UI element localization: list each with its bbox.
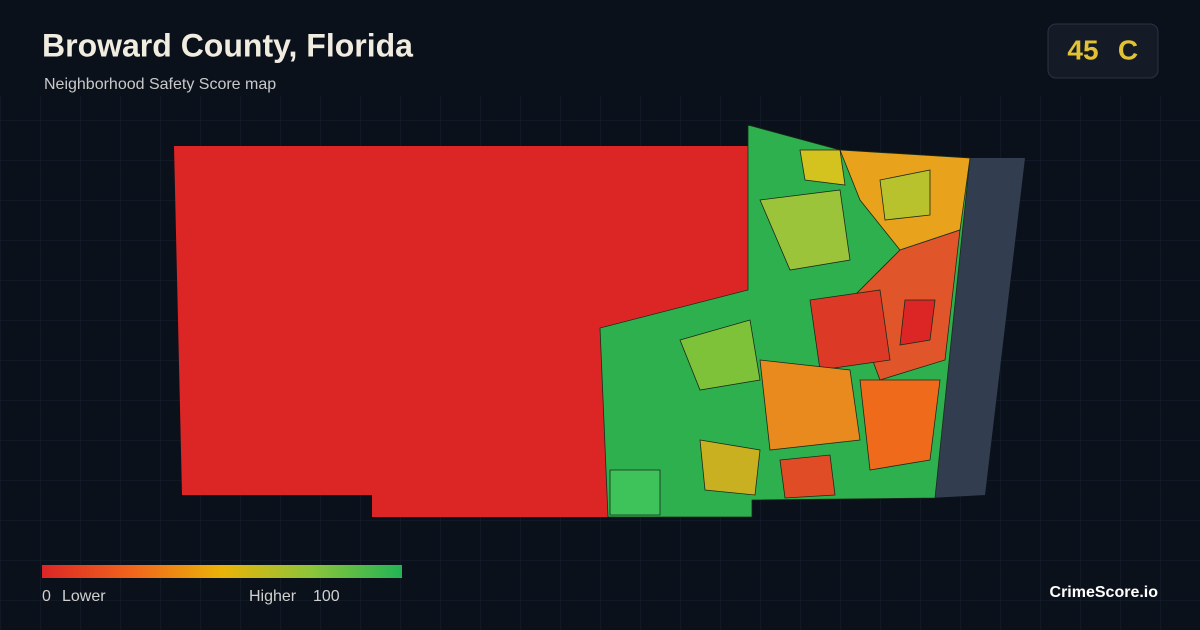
ocean-strip	[930, 158, 1025, 498]
map	[174, 124, 1025, 518]
legend-min: 0	[42, 588, 51, 605]
west-region	[174, 146, 748, 517]
subtitle: Neighborhood Safety Score map	[44, 76, 276, 93]
legend-max: 100	[313, 588, 340, 605]
area	[809, 289, 891, 371]
legend-bar	[42, 565, 402, 578]
score-grade: C	[1118, 34, 1138, 65]
brand: CrimeScore.io	[1050, 584, 1159, 601]
area	[899, 299, 936, 346]
area	[699, 439, 761, 496]
area	[759, 189, 851, 271]
legend-high: Higher	[249, 588, 297, 605]
legend-low: Lower	[62, 588, 106, 605]
area	[779, 454, 836, 499]
area	[859, 379, 941, 471]
area	[679, 319, 761, 391]
score-box	[1047, 23, 1159, 79]
area	[609, 469, 661, 516]
area	[799, 149, 846, 186]
score-value: 45	[1067, 34, 1098, 65]
title: Broward County, Florida	[42, 27, 413, 63]
area	[759, 359, 861, 451]
area	[879, 169, 931, 221]
